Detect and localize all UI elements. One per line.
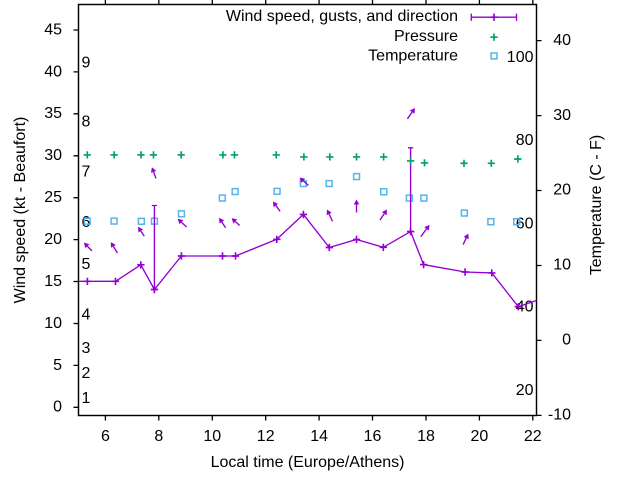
svg-text:5: 5 <box>82 256 91 273</box>
svg-text:Local time (Europe/Athens): Local time (Europe/Athens) <box>211 454 405 471</box>
svg-text:80: 80 <box>516 132 534 149</box>
svg-text:8: 8 <box>82 113 91 130</box>
svg-text:Temperature: Temperature <box>368 48 458 65</box>
svg-text:3: 3 <box>82 340 91 357</box>
svg-text:18: 18 <box>417 428 435 445</box>
svg-text:0: 0 <box>53 399 62 416</box>
svg-text:20: 20 <box>44 231 62 248</box>
svg-text:6: 6 <box>82 214 91 231</box>
svg-text:9: 9 <box>82 55 91 72</box>
svg-text:10: 10 <box>553 257 571 274</box>
svg-text:4: 4 <box>82 306 91 323</box>
svg-text:Wind speed (kt - Beaufort): Wind speed (kt - Beaufort) <box>12 117 29 304</box>
svg-text:45: 45 <box>44 21 62 38</box>
svg-text:15: 15 <box>44 273 62 290</box>
svg-text:100: 100 <box>507 49 534 66</box>
svg-text:Temperature (C - F): Temperature (C - F) <box>588 135 605 275</box>
svg-text:35: 35 <box>44 105 62 122</box>
svg-text:0: 0 <box>562 332 571 349</box>
svg-text:12: 12 <box>257 428 275 445</box>
svg-text:10: 10 <box>203 428 221 445</box>
svg-text:1: 1 <box>82 390 91 407</box>
svg-text:60: 60 <box>516 215 534 232</box>
svg-text:8: 8 <box>154 428 163 445</box>
svg-text:20: 20 <box>553 182 571 199</box>
svg-text:Wind speed, gusts, and directi: Wind speed, gusts, and direction <box>226 8 458 25</box>
svg-text:22: 22 <box>524 428 542 445</box>
svg-text:30: 30 <box>44 147 62 164</box>
svg-text:14: 14 <box>310 428 328 445</box>
svg-text:Pressure: Pressure <box>394 28 458 45</box>
svg-text:6: 6 <box>101 428 110 445</box>
svg-text:10: 10 <box>44 315 62 332</box>
svg-text:-10: -10 <box>548 407 571 424</box>
svg-text:40: 40 <box>44 63 62 80</box>
svg-text:40: 40 <box>553 32 571 49</box>
svg-text:7: 7 <box>82 164 91 181</box>
svg-text:2: 2 <box>82 365 91 382</box>
svg-text:16: 16 <box>364 428 382 445</box>
svg-text:25: 25 <box>44 189 62 206</box>
svg-text:5: 5 <box>53 357 62 374</box>
svg-text:20: 20 <box>471 428 489 445</box>
svg-text:20: 20 <box>516 382 534 399</box>
svg-text:30: 30 <box>553 107 571 124</box>
